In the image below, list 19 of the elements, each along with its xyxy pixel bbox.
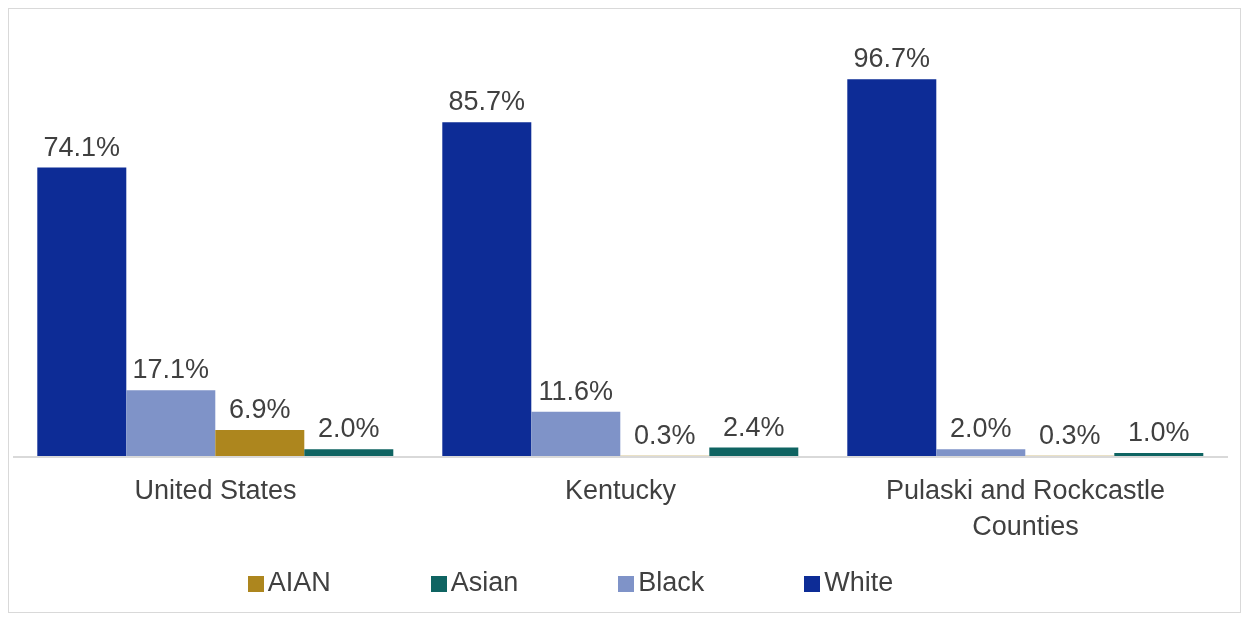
x-tick-label: United States: [134, 475, 297, 505]
data-label: 2.0%: [950, 413, 1012, 444]
data-label: 17.1%: [132, 354, 210, 385]
legend-label: AIAN: [267, 567, 331, 597]
data-label: 2.4%: [723, 411, 785, 442]
data-label: 1.0%: [1128, 417, 1190, 448]
legend-label: Black: [638, 567, 705, 597]
x-tick-label: Kentucky: [564, 475, 677, 505]
x-tick-label: Pulaski and Rockcastle Counties: [885, 475, 1166, 541]
legend-label: Asian: [450, 567, 519, 597]
data-label: 74.1%: [43, 131, 121, 162]
data-label: 11.6%: [538, 375, 614, 406]
data-label: 0.3%: [634, 419, 696, 450]
data-label: 85.7%: [448, 86, 526, 117]
data-label: 96.7%: [853, 43, 931, 74]
legend-label: White: [824, 567, 894, 597]
data-label: 2.0%: [318, 413, 380, 444]
data-label: 0.3%: [1039, 419, 1101, 450]
data-label: 6.9%: [229, 394, 291, 425]
